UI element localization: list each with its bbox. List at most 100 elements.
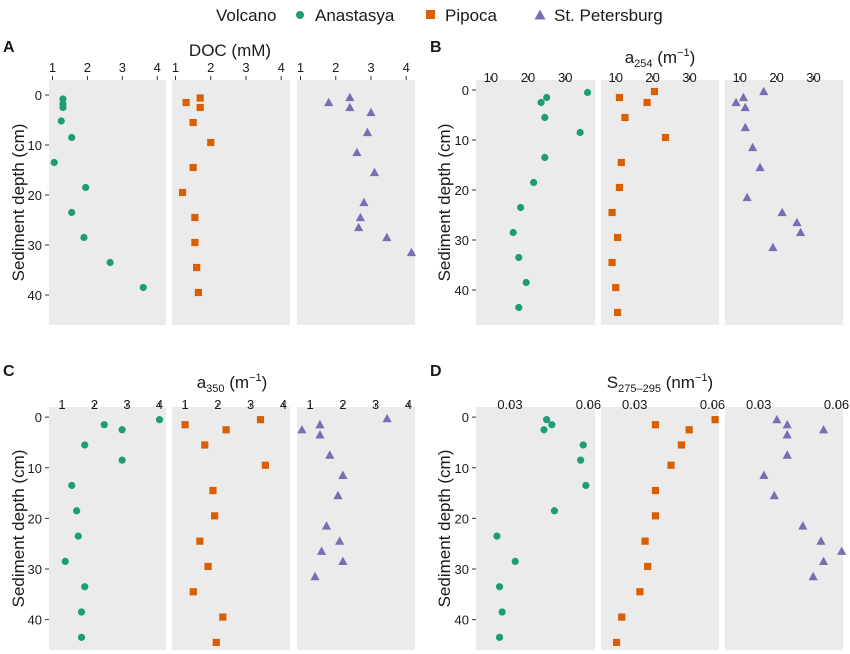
panel-b-facet-anastasya-point (515, 303, 523, 312)
panel-a-facet-st-petersburg-point (345, 102, 355, 112)
panel-d-facet-anastasya-background (476, 407, 595, 650)
panel-b-facet-anastasya-point (583, 88, 592, 97)
panel-a-facet-anastasya-point (82, 183, 90, 192)
panel-c-facet-anastasya-point (74, 532, 82, 540)
panel-c-facet-st-petersburg-point (382, 413, 392, 423)
panel-b-y-tick-label: 20 (455, 183, 469, 198)
panel-d-facet-pipoca-point (644, 562, 652, 571)
panel-c-axis-title: a350 (m−1) (197, 372, 268, 395)
panel-c-facet-st-petersburg-point (310, 571, 320, 581)
panel-a-facet-st-petersburg-point (345, 92, 355, 102)
panel-d-facet-pipoca-x-tick-label: 0.06 (700, 397, 725, 412)
panel-c-facet-st-petersburg-point (316, 546, 327, 555)
panel-a-facet-pipoca-point (189, 163, 197, 172)
panel-c-y-tick-label: 30 (28, 562, 42, 577)
panel-c-facet-st-petersburg-point (315, 430, 325, 439)
panel-a: A DOC (mM) Sediment depth (cm) 0 10 20 30 40 1 2 3… (3, 39, 417, 325)
panel-d-y-axis-label: Sediment depth (cm) (435, 450, 454, 608)
panel-a-facet-st-petersburg-point (354, 222, 364, 232)
panel-a-facet-st-petersburg-point (406, 247, 417, 257)
panel-a-facet-pipoca-background (172, 80, 290, 325)
panel-d-y-tick-label: 40 (455, 613, 469, 628)
panel-a-facet-anastasya-x-tick-label: 1 (49, 60, 56, 75)
panel-c-facet-st-petersburg-x-tick-label: 2 (339, 397, 346, 412)
panel-c-facet-pipoca-point (204, 562, 212, 571)
panel-d-facet-anastasya-point (511, 557, 519, 566)
panel-a-facet-pipoca-point (178, 188, 187, 197)
legend-title: Volcano (216, 6, 277, 25)
panel-a-facet-st-petersburg-x-tick-label: 2 (332, 60, 339, 75)
panel-c-facet-pipoca-point (261, 461, 270, 469)
panel-b-facet-anastasya-point (541, 153, 549, 162)
panel-b-facet-st-petersburg-point (777, 207, 787, 217)
panel-b-facet-st-petersburg-point (742, 192, 752, 202)
panel-c-facet-anastasya-point (118, 426, 126, 434)
panel-c-facet-pipoca-point (256, 416, 265, 424)
panel-d-facet-anastasya-point (550, 507, 559, 515)
panel-b-facet-pipoca-background (601, 80, 719, 325)
panel-c-facet-pipoca-x-tick-label: 4 (280, 397, 287, 412)
panel-c-y-tick-label: 0 (35, 410, 42, 425)
panel-a-facet-pipoca-point (189, 118, 197, 127)
panel-c-y-tick-label: 10 (28, 461, 42, 476)
legend-anastasya-marker-icon (296, 11, 304, 19)
panel-c-facet-pipoca-x-tick-label: 3 (247, 397, 254, 412)
panel-d-facet-anastasya-point (495, 583, 504, 591)
panel-a-facet-anastasya-x-tick-label: 3 (119, 60, 126, 75)
panel-a-facet-anastasya-point (59, 95, 67, 103)
panel-b-facet-anastasya-x-tick-label: 20 (521, 70, 535, 85)
panel-c-facet-st-petersburg-point (338, 556, 348, 566)
panel-b-facet-pipoca-point (650, 87, 659, 96)
panel-a-facet-anastasya-point (106, 258, 114, 267)
panel-c-y-tick-label: 20 (28, 511, 42, 526)
legend-st-petersburg-label: St. Petersburg (554, 6, 663, 25)
panel-b-axis-title: a254 (m−1) (625, 47, 696, 70)
panel-b-facet-anastasya-point (541, 113, 549, 122)
panel-b-facet-st-petersburg-background (725, 80, 843, 325)
panel-b-facet-pipoca: 10 20 30 (601, 70, 719, 325)
panel-b-facet-pipoca-point (612, 283, 620, 292)
panel-b-facet-pipoca-point (643, 98, 651, 107)
panel-d-facet-pipoca-point (651, 486, 660, 495)
panel-c-facet-anastasya-point (81, 583, 89, 591)
panel-b-facet-st-petersburg-point (740, 102, 750, 112)
panel-b-facet-st-petersburg-x-tick-label: 10 (733, 70, 747, 85)
panel-a-facet-st-petersburg-point (359, 197, 369, 207)
panel-d-facet-anastasya-point (579, 441, 587, 449)
panel-c-facet-anastasya-x-tick-label: 2 (91, 397, 98, 412)
legend: Volcano Anastasya Pipoca St. Petersburg (216, 6, 663, 25)
panel-d-facet-st-petersburg-point (837, 546, 847, 555)
panel-b-facet-st-petersburg-point (795, 227, 806, 237)
panel-d-facet-anastasya-point (498, 608, 506, 616)
panel-d: D S275–295 (nm−1) Sediment depth (cm) 0 10 20… (430, 363, 849, 650)
panel-c-facet-pipoca-point (196, 537, 204, 545)
panel-a-facet-pipoca-point (196, 94, 204, 102)
panel-a-facet-anastasya-point (59, 103, 67, 112)
panel-b-facet-anastasya-point (509, 228, 517, 237)
panel-d-facet-st-petersburg-background (725, 407, 843, 650)
panel-d-facet-st-petersburg-x-tick-label: 0.06 (824, 397, 849, 412)
legend-anastasya-label: Anastasya (315, 6, 395, 25)
panel-d-y-tick-label: 0 (462, 410, 469, 425)
panel-b-facet-anastasya-point (537, 98, 545, 107)
panel-c-facet-pipoca-background (172, 407, 290, 650)
panel-b-y-tick-label: 40 (455, 283, 469, 298)
panel-b-facet-st-petersburg-point (755, 162, 765, 172)
panel-b-facet-st-petersburg-x-tick-label: 20 (769, 70, 783, 85)
panel-a-facet-anastasya-x-tick-label: 2 (84, 60, 91, 75)
panel-b-facet-anastasya-background (476, 80, 595, 325)
panel-d-facet-st-petersburg-x-tick-label: 0.03 (746, 397, 771, 412)
panel-d-facet-anastasya-point (543, 416, 551, 424)
panel-b-facet-pipoca-point (661, 133, 670, 142)
panel-d-facet-pipoca-x-tick-label: 0.03 (622, 397, 647, 412)
panel-c-facet-anastasya: 1 2 3 4 (49, 397, 166, 650)
panel-c-facet-anastasya-point (118, 456, 126, 464)
legend-st-petersburg-marker-icon (534, 9, 546, 20)
panel-a-facet-anastasya-point (139, 283, 147, 292)
panel-b-y-tick-label: 30 (455, 233, 469, 248)
panel-b-facet-pipoca-x-tick-label: 30 (682, 70, 696, 85)
panel-b-facet-anastasya-point (517, 203, 525, 212)
panel-a-facet-pipoca-point (191, 238, 199, 247)
panel-a-y-tick-label: 10 (28, 138, 42, 153)
